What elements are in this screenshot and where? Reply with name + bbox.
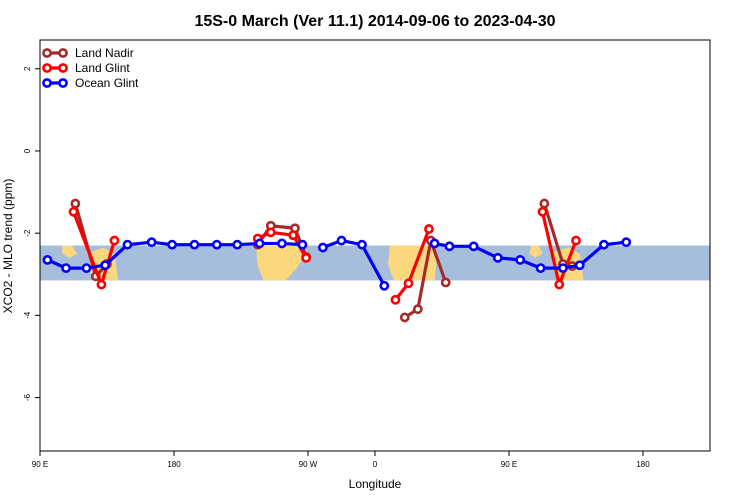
- ocean-glint-point: [492, 252, 503, 263]
- land-nadir-point: [412, 304, 423, 315]
- legend-land-glint-marker: [58, 63, 68, 73]
- legend-land-nadir-marker: [58, 48, 68, 58]
- ocean-glint-line: [322, 238, 386, 287]
- ocean-glint-point: [336, 235, 347, 246]
- chart-title: 15S-0 March (Ver 11.1) 2014-09-06 to 202…: [194, 13, 555, 30]
- x-tick-label: 180: [636, 460, 650, 469]
- land-nadir-line: [403, 238, 448, 319]
- y-axis: 2 0 -2 -4 -6: [23, 66, 40, 401]
- x-tick-label: 90 E: [32, 460, 48, 469]
- y-axis-label: XCO2 - MLO trend (ppm): [1, 179, 15, 314]
- ocean-glint-point: [277, 238, 287, 249]
- x-tick-label: 0: [373, 460, 378, 469]
- land-glint-point: [571, 235, 581, 246]
- ocean-glint-point: [444, 241, 455, 252]
- ocean-glint-point: [81, 263, 92, 274]
- y-tick-label: 0: [23, 148, 32, 153]
- x-axis-label: Longitude: [349, 477, 402, 491]
- legend-land-nadir-label: Land Nadir: [75, 46, 134, 60]
- ocean-glint-point: [574, 260, 585, 271]
- ocean-glint-point: [211, 239, 222, 250]
- y-tick-label: 2: [23, 66, 32, 71]
- land-glint-point: [390, 294, 401, 305]
- legend-land-glint-marker: [42, 63, 52, 73]
- land-patch: [529, 245, 543, 258]
- ocean-glint-point: [535, 263, 546, 274]
- legend-land-glint-label: Land Glint: [75, 61, 130, 75]
- land-patch: [255, 245, 305, 281]
- land-glint-point: [424, 224, 434, 234]
- ocean-glint-point: [146, 237, 157, 248]
- ocean-glint-point: [429, 238, 440, 249]
- land-glint-point: [109, 235, 120, 246]
- land-glint-point: [96, 279, 107, 290]
- land-nadir-point: [399, 312, 410, 323]
- ocean-glint-point: [167, 239, 178, 250]
- series-layer: [42, 198, 632, 323]
- legend-ocean-glint-marker: [42, 78, 52, 88]
- ocean-glint-point: [357, 239, 367, 250]
- land-glint-point: [403, 278, 414, 289]
- ocean-glint-point: [515, 254, 526, 265]
- ocean-glint-point: [100, 260, 111, 271]
- ocean-glint-point: [254, 238, 265, 249]
- ocean-glint-point: [232, 239, 243, 250]
- y-tick-label: -4: [23, 311, 32, 319]
- ocean-glint-point: [189, 239, 200, 250]
- land-nadir-point: [440, 277, 451, 288]
- ocean-glint-point: [379, 280, 390, 291]
- legend-ocean-glint-label: Ocean Glint: [75, 76, 139, 90]
- land-glint-point: [265, 227, 276, 238]
- x-tick-label: 90 E: [501, 460, 517, 469]
- y-tick-label: -6: [23, 393, 32, 401]
- ocean-glint-point: [61, 263, 71, 274]
- ocean-band: [40, 245, 710, 281]
- x-axis: 90 E 180 90 W 0 90 E 180: [32, 451, 650, 469]
- land-nadir-point: [539, 198, 550, 209]
- ocean-glint-point: [317, 242, 328, 253]
- x-tick-label: 90 W: [299, 460, 318, 469]
- y-tick-label: -2: [23, 229, 32, 237]
- legend-ocean-glint-marker: [58, 78, 68, 88]
- ocean-glint-point: [122, 239, 133, 250]
- land-nadir-point: [70, 198, 81, 209]
- ocean-glint-point: [599, 239, 609, 250]
- land-glint-point: [537, 206, 548, 217]
- land-glint-point: [554, 279, 565, 290]
- ocean-glint-point: [297, 239, 308, 250]
- legend-land-nadir-marker: [42, 48, 52, 58]
- land-patch: [62, 245, 78, 258]
- ocean-glint-point: [468, 241, 479, 252]
- land-glint-point: [301, 252, 312, 263]
- x-tick-label: 180: [167, 460, 181, 469]
- land-glint-point: [288, 230, 299, 241]
- ocean-glint-line: [434, 240, 627, 270]
- ocean-glint-point: [558, 263, 568, 274]
- map-band: [40, 245, 710, 281]
- land-glint-point: [68, 206, 79, 217]
- ocean-glint-point: [621, 237, 632, 248]
- ocean-glint-point: [42, 254, 53, 265]
